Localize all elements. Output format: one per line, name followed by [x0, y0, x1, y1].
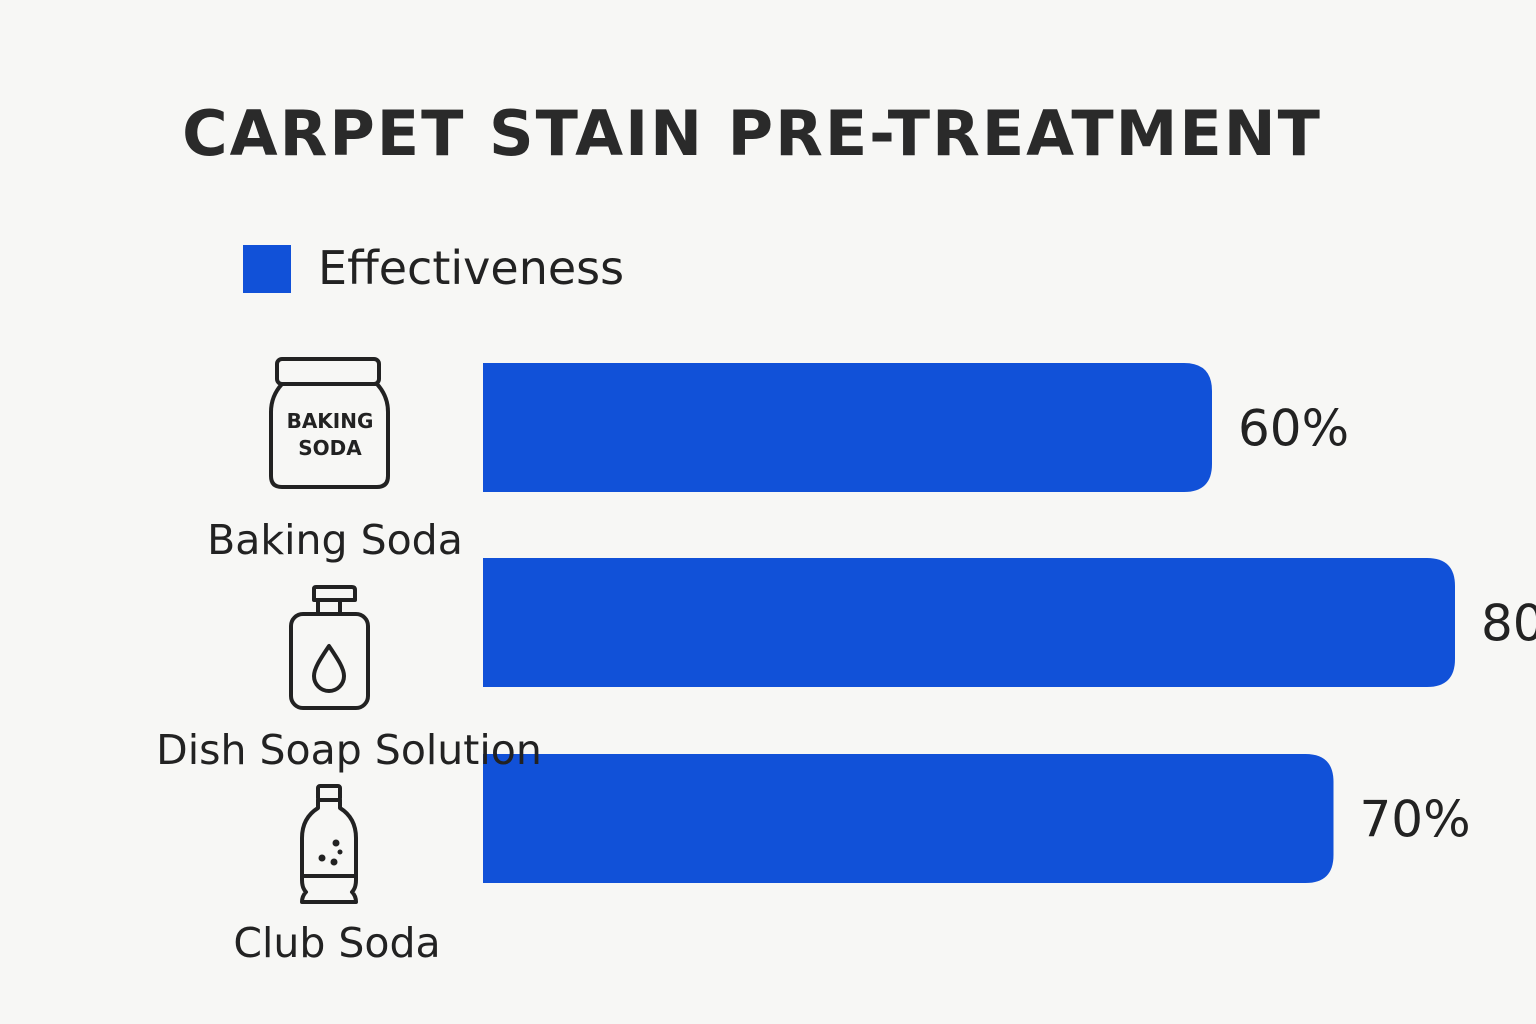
club-soda-bubble-2 [318, 854, 326, 862]
category-label-club-soda: Club Soda [233, 919, 440, 967]
dish-soap-drop-shape [312, 644, 346, 693]
dish-soap-pump-head [312, 585, 357, 602]
value-label-baking-soda: 60% [1238, 400, 1349, 458]
value-label-dish-soap-solution: 80% [1481, 595, 1536, 653]
baking-soda-box-body [269, 382, 390, 489]
category-label-dish-soap-solution: Dish Soap Solution [156, 726, 542, 774]
bar-dish-soap-solution [483, 558, 1455, 687]
chart-title: CARPET STAIN PRE-TREATMENT [182, 97, 1322, 170]
club-soda-icon [300, 784, 358, 904]
baking-soda-icon-text-line1: BAKING [287, 409, 374, 433]
bar-baking-soda [483, 363, 1212, 492]
legend-label-effectiveness: Effectiveness [318, 241, 624, 295]
bar-club-soda [483, 754, 1334, 883]
dish-soap-icon [289, 585, 370, 710]
club-soda-cap [316, 784, 342, 802]
club-soda-bottle-body [300, 798, 358, 904]
bars-layer [483, 363, 1455, 883]
category-label-baking-soda: Baking Soda [207, 516, 463, 564]
baking-soda-icon-text-line2: SODA [298, 436, 362, 460]
baking-soda-icon: BAKING SODA [269, 357, 390, 489]
club-soda-bubble-3 [330, 858, 338, 866]
icons-layer: BAKING SODA [269, 357, 390, 904]
labels-layer: 60% Baking Soda 80% Dish Soap Solution 70% Cl… [156, 400, 1536, 968]
baking-soda-box-lid [275, 357, 381, 386]
value-label-club-soda: 70% [1360, 791, 1471, 849]
dish-soap-pump-neck [316, 598, 342, 616]
legend-swatch [243, 245, 291, 293]
club-soda-bubble-1 [332, 839, 340, 847]
dish-soap-bottle-body [289, 612, 370, 710]
club-soda-bubble-4 [337, 849, 343, 855]
